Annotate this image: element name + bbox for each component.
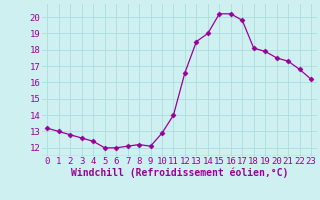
X-axis label: Windchill (Refroidissement éolien,°C): Windchill (Refroidissement éolien,°C) [70, 168, 288, 178]
